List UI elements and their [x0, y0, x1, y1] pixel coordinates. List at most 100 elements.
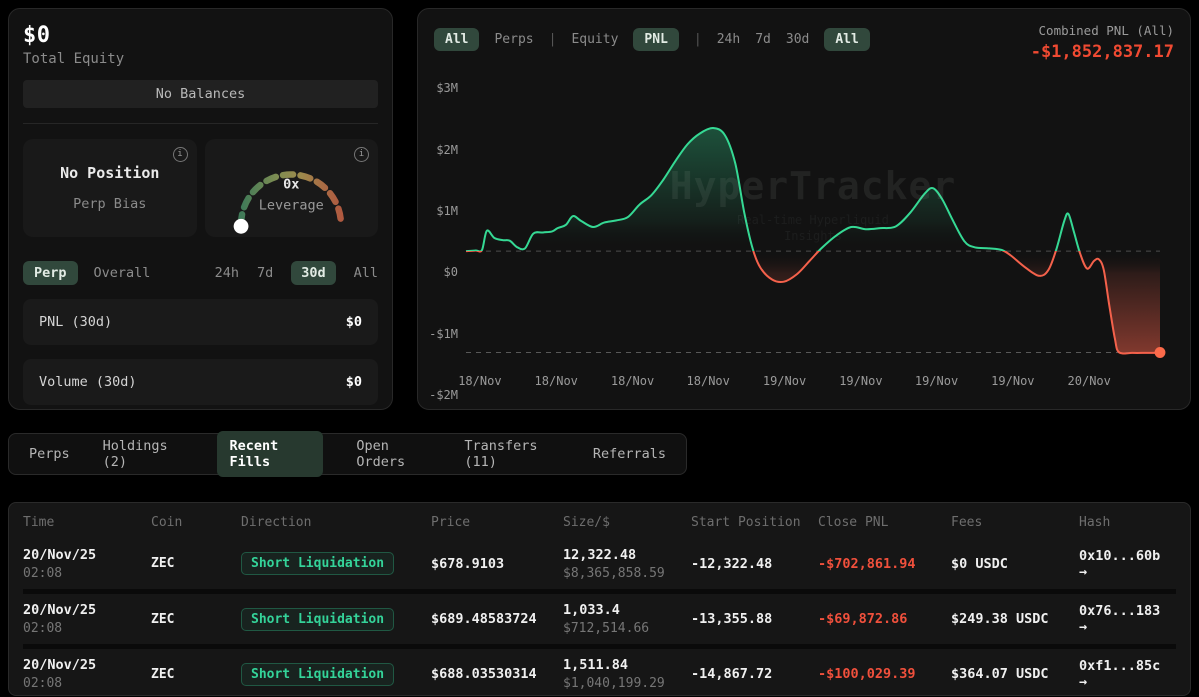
chart-filter-all[interactable]: All [434, 28, 479, 51]
column-header: Size/$ [563, 515, 691, 530]
x-axis-tick: 19/Nov [839, 374, 882, 388]
chart-plot-area[interactable]: HyperTracker Real-time Hyperliquid Insig… [466, 76, 1160, 366]
x-axis-tick: 19/Nov [991, 374, 1034, 388]
coin-cell: ZEC [151, 667, 241, 682]
total-equity-value: $0 [23, 23, 378, 48]
top-section: $0 Total Equity No Balances i No Positio… [8, 8, 1191, 410]
chart-filter-7d[interactable]: 7d [755, 32, 771, 47]
x-axis-tick: 18/Nov [535, 374, 578, 388]
x-axis-tick: 18/Nov [687, 374, 730, 388]
chart-filters: AllPerps|EquityPNL|24h7d30dAll [434, 28, 870, 51]
pnl-stat-value: $0 [346, 314, 362, 330]
chart-filter-equity[interactable]: Equity [571, 32, 618, 47]
period-tab-all[interactable]: All [354, 265, 378, 281]
combined-pnl-value: -$1,852,837.17 [1031, 42, 1174, 62]
chart-filter-all[interactable]: All [824, 28, 869, 51]
tab-holdings-2[interactable]: Holdings (2) [103, 438, 185, 470]
fees-cell: $0 USDC [951, 556, 1079, 572]
price-cell: $689.48583724 [431, 611, 563, 627]
time-cell: 20/Nov/25 02:08 [23, 602, 151, 636]
info-icon[interactable]: i [354, 147, 369, 162]
section-tab-bar: Perps Holdings (2) Recent Fills Open Orders… [8, 433, 687, 475]
account-summary-card: $0 Total Equity No Balances i No Positio… [8, 8, 393, 410]
direction-badge: Short Liquidation [241, 552, 394, 575]
column-header: Price [431, 515, 563, 530]
scope-tabs: Perp Overall [23, 261, 150, 285]
start-position-cell: -13,355.88 [691, 611, 818, 627]
coin-cell: ZEC [151, 612, 241, 627]
column-header: Coin [151, 515, 241, 530]
chart-filter-30d[interactable]: 30d [786, 32, 809, 47]
divider [23, 123, 378, 124]
recent-fills-table: TimeCoinDirectionPriceSize/$Start Positi… [8, 502, 1191, 696]
price-cell: $678.9103 [431, 556, 563, 572]
tab-recent-fills[interactable]: Recent Fills [217, 431, 323, 477]
chart-filter-pnl[interactable]: PNL [633, 28, 678, 51]
y-axis-tick: $0 [444, 265, 458, 279]
stats-filter-row: Perp Overall 24h 7d 30d All [23, 261, 378, 285]
pnl-stat-row: PNL (30d) $0 [23, 299, 378, 345]
table-row[interactable]: 20/Nov/25 02:08 ZEC Short Liquidation $6… [23, 644, 1176, 696]
table-row[interactable]: 20/Nov/25 02:08 ZEC Short Liquidation $6… [23, 538, 1176, 589]
time-cell: 20/Nov/25 02:08 [23, 657, 151, 691]
size-cell: 1,511.84 $1,040,199.29 [563, 657, 691, 691]
size-cell: 1,033.4 $712,514.66 [563, 602, 691, 636]
column-header: Direction [241, 515, 431, 530]
column-header: Start Position [691, 515, 818, 530]
volume-stat-label: Volume (30d) [39, 374, 137, 390]
hash-cell[interactable]: 0x10...60b → [1079, 548, 1176, 580]
info-icon[interactable]: i [173, 147, 188, 162]
hash-cell[interactable]: 0x76...183 → [1079, 603, 1176, 635]
scope-tab-perp[interactable]: Perp [23, 261, 78, 285]
direction-cell: Short Liquidation [241, 608, 431, 631]
external-link-arrow-icon: → [1079, 564, 1087, 580]
x-axis-tick: 20/Nov [1068, 374, 1111, 388]
period-tab-24h[interactable]: 24h [215, 265, 239, 281]
direction-badge: Short Liquidation [241, 608, 394, 631]
size-cell: 12,322.48 $8,365,858.59 [563, 547, 691, 581]
no-balances-bar: No Balances [23, 80, 378, 108]
coin-cell: ZEC [151, 556, 241, 571]
table-row[interactable]: 20/Nov/25 02:08 ZEC Short Liquidation $6… [23, 589, 1176, 644]
close-pnl-cell: -$702,861.94 [818, 556, 951, 572]
pnl-area-chart [466, 76, 1160, 366]
period-tab-7d[interactable]: 7d [257, 265, 273, 281]
x-axis-tick: 19/Nov [763, 374, 806, 388]
chart-x-axis: 18/Nov18/Nov18/Nov18/Nov19/Nov19/Nov19/N… [466, 366, 1160, 390]
price-cell: $688.03530314 [431, 666, 563, 682]
pnl-area-fill [466, 128, 1160, 354]
chart-filter-24h[interactable]: 24h [717, 32, 740, 47]
gauge-needle-dot [234, 219, 249, 234]
tab-referrals[interactable]: Referrals [593, 446, 666, 462]
close-pnl-cell: -$69,872.86 [818, 611, 951, 627]
close-pnl-cell: -$100,029.39 [818, 666, 951, 682]
volume-stat-value: $0 [346, 374, 362, 390]
total-equity-label: Total Equity [23, 51, 378, 67]
scope-tab-overall[interactable]: Overall [94, 265, 151, 281]
pnl-stat-label: PNL (30d) [39, 314, 112, 330]
tab-transfers-11[interactable]: Transfers (11) [464, 438, 559, 470]
tab-open-orders[interactable]: Open Orders [356, 438, 431, 470]
start-position-cell: -12,322.48 [691, 556, 818, 572]
y-axis-tick: -$1M [429, 327, 458, 341]
column-header: Hash [1079, 515, 1176, 530]
fees-cell: $364.07 USDC [951, 666, 1079, 682]
leverage-label: Leverage [259, 197, 324, 213]
leverage-value: 0x [259, 176, 324, 192]
chart-filter-perps[interactable]: Perps [494, 32, 533, 47]
direction-cell: Short Liquidation [241, 552, 431, 575]
period-tabs: 24h 7d 30d All [215, 261, 378, 285]
volume-stat-row: Volume (30d) $0 [23, 359, 378, 405]
hash-cell[interactable]: 0xf1...85c → [1079, 658, 1176, 690]
perp-bias-card: i No Position Perp Bias [23, 139, 197, 237]
fees-cell: $249.38 USDC [951, 611, 1079, 627]
current-value-dot [1155, 347, 1166, 358]
tab-perps[interactable]: Perps [29, 446, 70, 462]
column-header: Time [23, 515, 151, 530]
y-axis-tick: -$2M [429, 388, 458, 402]
external-link-arrow-icon: → [1079, 674, 1087, 690]
column-header: Close PNL [818, 515, 951, 530]
y-axis-tick: $1M [436, 204, 458, 218]
period-tab-30d[interactable]: 30d [291, 261, 335, 285]
y-axis-tick: $3M [436, 81, 458, 95]
